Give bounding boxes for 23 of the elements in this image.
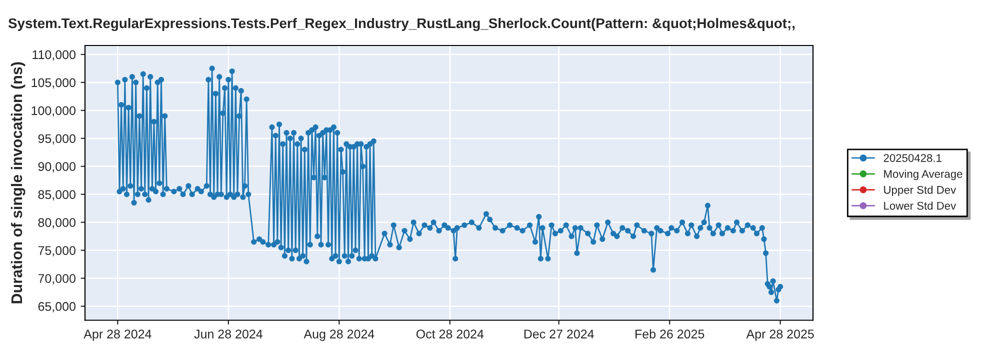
- x-tick-label: Aug 28 2024: [304, 330, 374, 341]
- legend-label: Lower Std Dev: [884, 202, 956, 210]
- x-tick-label: Apr 28 2025: [746, 330, 814, 341]
- legend-label: 20250428.1: [884, 154, 942, 162]
- y-tick-label: 110,000: [32, 50, 76, 61]
- y-tick-label: 90,000: [38, 162, 76, 172]
- y-tick-label: 95,000: [38, 134, 76, 145]
- y-tick-label: 85,000: [38, 190, 76, 200]
- x-tick-label: Apr 28 2024: [84, 330, 152, 341]
- y-tick-label: 75,000: [38, 246, 76, 256]
- legend-label: Upper Std Dev: [884, 186, 956, 196]
- y-axis-title: Duration of single invocation (ns): [10, 62, 26, 304]
- x-tick-label: Jun 28 2024: [194, 330, 262, 338]
- y-tick-label: 100,000: [32, 106, 76, 117]
- legend-label: Moving Average: [884, 170, 962, 180]
- chart-title: System.Text.RegularExpressions.Tests.Perf_Regex_Industry_RustLang_Sherlock.Count(Pattern: &quot;Holmes&quot;,: [8, 18, 795, 32]
- y-tick-label: 80,000: [38, 218, 76, 228]
- y-tick-label: 70,000: [38, 274, 76, 284]
- x-tick-label: Dec 27 2024: [524, 330, 594, 338]
- x-tick-label: Feb 26 2025: [636, 329, 704, 338]
- x-tick-label: Oct 28 2024: [416, 330, 484, 338]
- y-tick-label: 105,000: [32, 78, 76, 89]
- y-tick-label: 65,000: [38, 302, 76, 312]
